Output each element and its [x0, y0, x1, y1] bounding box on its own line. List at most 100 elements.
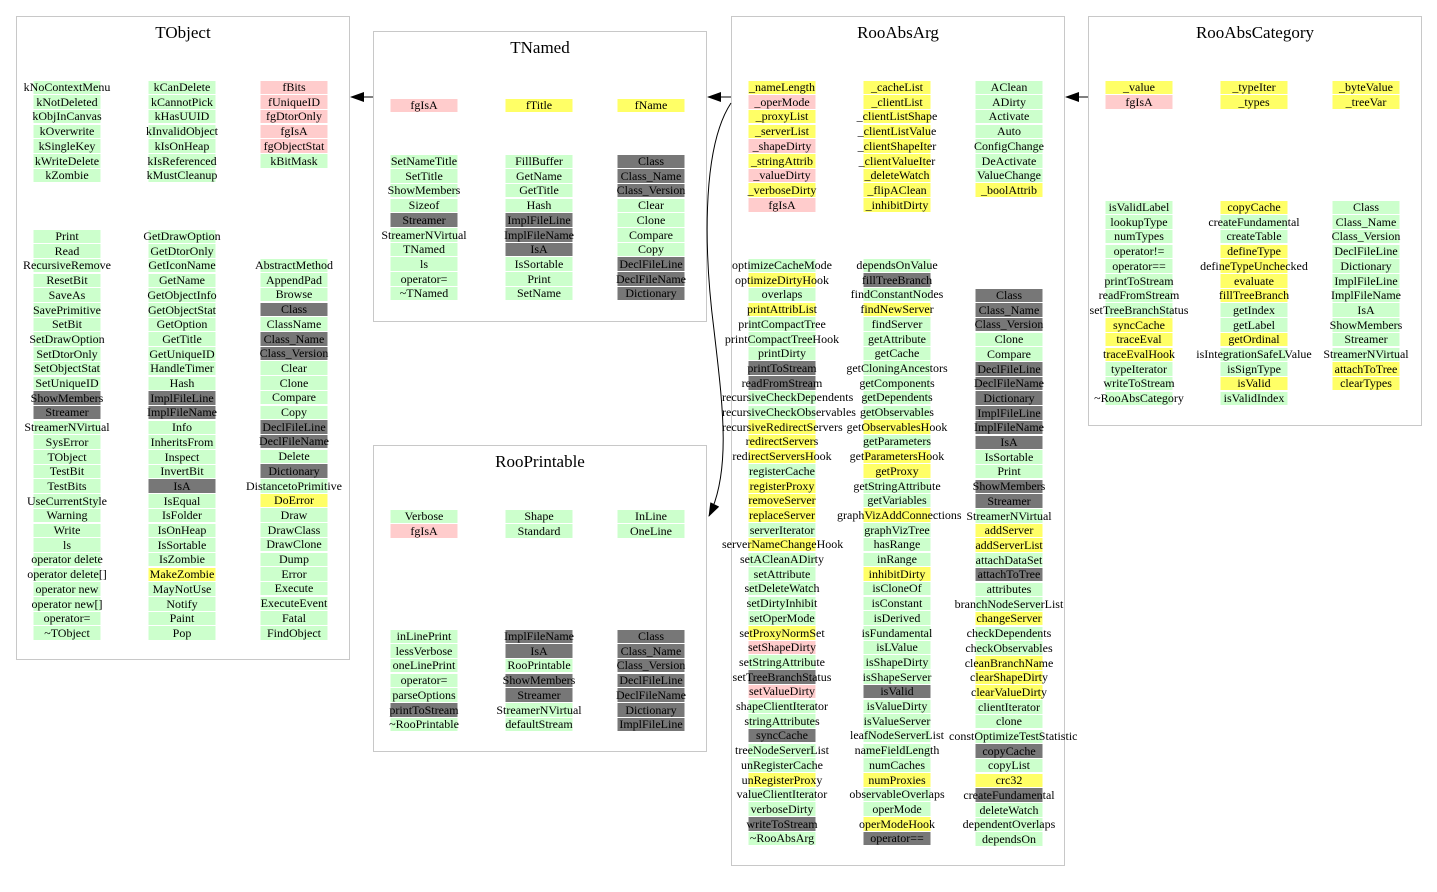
member-name: fBits	[282, 80, 306, 94]
class-member: Sizeof	[364, 198, 484, 213]
class-member: kWriteDelete	[7, 154, 127, 169]
class-member: ClassName	[234, 317, 354, 332]
member-name: Draw	[280, 507, 308, 522]
member-access-swatch	[390, 688, 458, 702]
member-name: fName	[634, 98, 668, 112]
class-member: kIsReferenced	[122, 154, 242, 169]
class-member: Error	[234, 567, 354, 582]
member-access-swatch	[390, 658, 458, 673]
class-member: fgIsA	[234, 124, 354, 139]
member-name: SetNameTitle	[390, 154, 458, 168]
member-access-swatch	[260, 332, 328, 346]
member-access-swatch	[260, 405, 328, 420]
member-access-swatch	[33, 273, 101, 288]
member-access-swatch	[617, 242, 685, 257]
class-member: Standard	[479, 524, 599, 539]
class-member: Class_Name	[234, 332, 354, 347]
member-access-swatch	[148, 552, 216, 567]
member-name: lessVerbose	[395, 643, 453, 658]
member-name: Compare	[629, 227, 673, 242]
member-name: operator delete	[31, 552, 103, 567]
member-access-swatch	[505, 98, 573, 113]
member-name: Warning	[46, 508, 88, 523]
member-access-swatch	[390, 717, 458, 732]
member-name: inLinePrint	[396, 629, 452, 643]
class-member: Shape	[479, 509, 599, 524]
class-member: DistancetoPrimitive	[234, 479, 354, 494]
member-access-swatch	[148, 109, 216, 124]
member-access-swatch	[148, 229, 216, 244]
member-name: Print	[55, 229, 79, 243]
class-member: Notify	[122, 597, 242, 612]
member-name: ImplFileName	[504, 629, 574, 643]
class-member: ImplFileName	[122, 405, 242, 420]
member-name: oneLinePrint	[392, 658, 456, 673]
class-member: IsOnHeap	[122, 523, 242, 538]
member-access-swatch	[148, 464, 216, 479]
member-access-swatch	[148, 450, 216, 464]
member-access-swatch	[33, 288, 101, 302]
member-access-swatch	[148, 435, 216, 449]
class-member: FindObject	[234, 626, 354, 641]
class-member: ImplFileName	[479, 228, 599, 243]
member-name: InheritsFrom	[150, 434, 214, 449]
member-name: GetDrawOption	[143, 229, 221, 243]
class-member: SetDtorOnly	[7, 347, 127, 362]
member-name: Verbose	[404, 509, 444, 523]
member-access-swatch	[33, 494, 101, 508]
class-member: SetNameTitle	[364, 154, 484, 169]
class-member: IsA	[479, 644, 599, 659]
class-member: RooPrintable	[479, 658, 599, 673]
member-access-swatch	[148, 124, 216, 139]
member-name: GetTitle	[162, 331, 202, 346]
class-member: ShowMembers	[364, 183, 484, 198]
member-name: IsZombie	[159, 552, 205, 567]
member-access-swatch	[33, 626, 101, 640]
class-member: HandleTimer	[122, 361, 242, 376]
member-name: Dictionary	[625, 286, 677, 301]
member-name: DeclFileLine	[619, 256, 683, 271]
member-name: Class_Version	[259, 346, 329, 361]
member-name: DoError	[274, 493, 314, 508]
class-member: Class_Version	[234, 346, 354, 361]
class-member: DeclFileName	[234, 434, 354, 449]
member-name: Browse	[275, 287, 313, 302]
class-member: GetName	[479, 169, 599, 184]
member-access-swatch	[260, 302, 328, 317]
member-name: DrawClass	[267, 522, 321, 537]
member-name: IsSortable	[157, 537, 207, 552]
member-access-swatch	[390, 673, 458, 688]
member-access-swatch	[260, 361, 328, 375]
class-member: ~RooPrintable	[364, 717, 484, 732]
class-title: RooPrintable	[495, 452, 585, 471]
class-member: kNoContextMenu	[7, 80, 127, 95]
member-access-swatch	[390, 644, 458, 658]
member-name: GetDtorOnly	[150, 243, 214, 258]
class-member: TestBits	[7, 479, 127, 494]
class-member: GetUniqueID	[122, 347, 242, 362]
class-member: Dictionary	[234, 464, 354, 479]
class-member: operator delete[]	[7, 567, 127, 582]
member-name: Execute	[274, 581, 314, 596]
member-access-swatch	[260, 449, 328, 464]
member-name: Read	[54, 243, 80, 258]
member-name: kWriteDelete	[34, 153, 100, 168]
member-name: Streamer	[402, 212, 446, 227]
member-name: kZombie	[45, 168, 89, 183]
member-access-swatch	[148, 95, 216, 109]
class-member: MakeZombie	[122, 567, 242, 582]
class-member: SetName	[479, 286, 599, 301]
member-name: TNamed	[403, 242, 445, 257]
member-name: Clear	[638, 198, 664, 213]
class-member: SetBit	[7, 317, 127, 332]
member-access-swatch	[33, 361, 101, 376]
class-member: InheritsFrom	[122, 435, 242, 450]
member-name: Standard	[517, 523, 561, 538]
member-name: RooPrintable	[507, 658, 571, 673]
member-name: Clone	[636, 212, 666, 227]
class-member: fName	[591, 98, 711, 113]
class-member: ResetBit	[7, 273, 127, 288]
member-name: SetBit	[51, 317, 82, 332]
member-name: IsA	[530, 242, 548, 257]
class-member: GetDrawOption	[122, 229, 242, 244]
